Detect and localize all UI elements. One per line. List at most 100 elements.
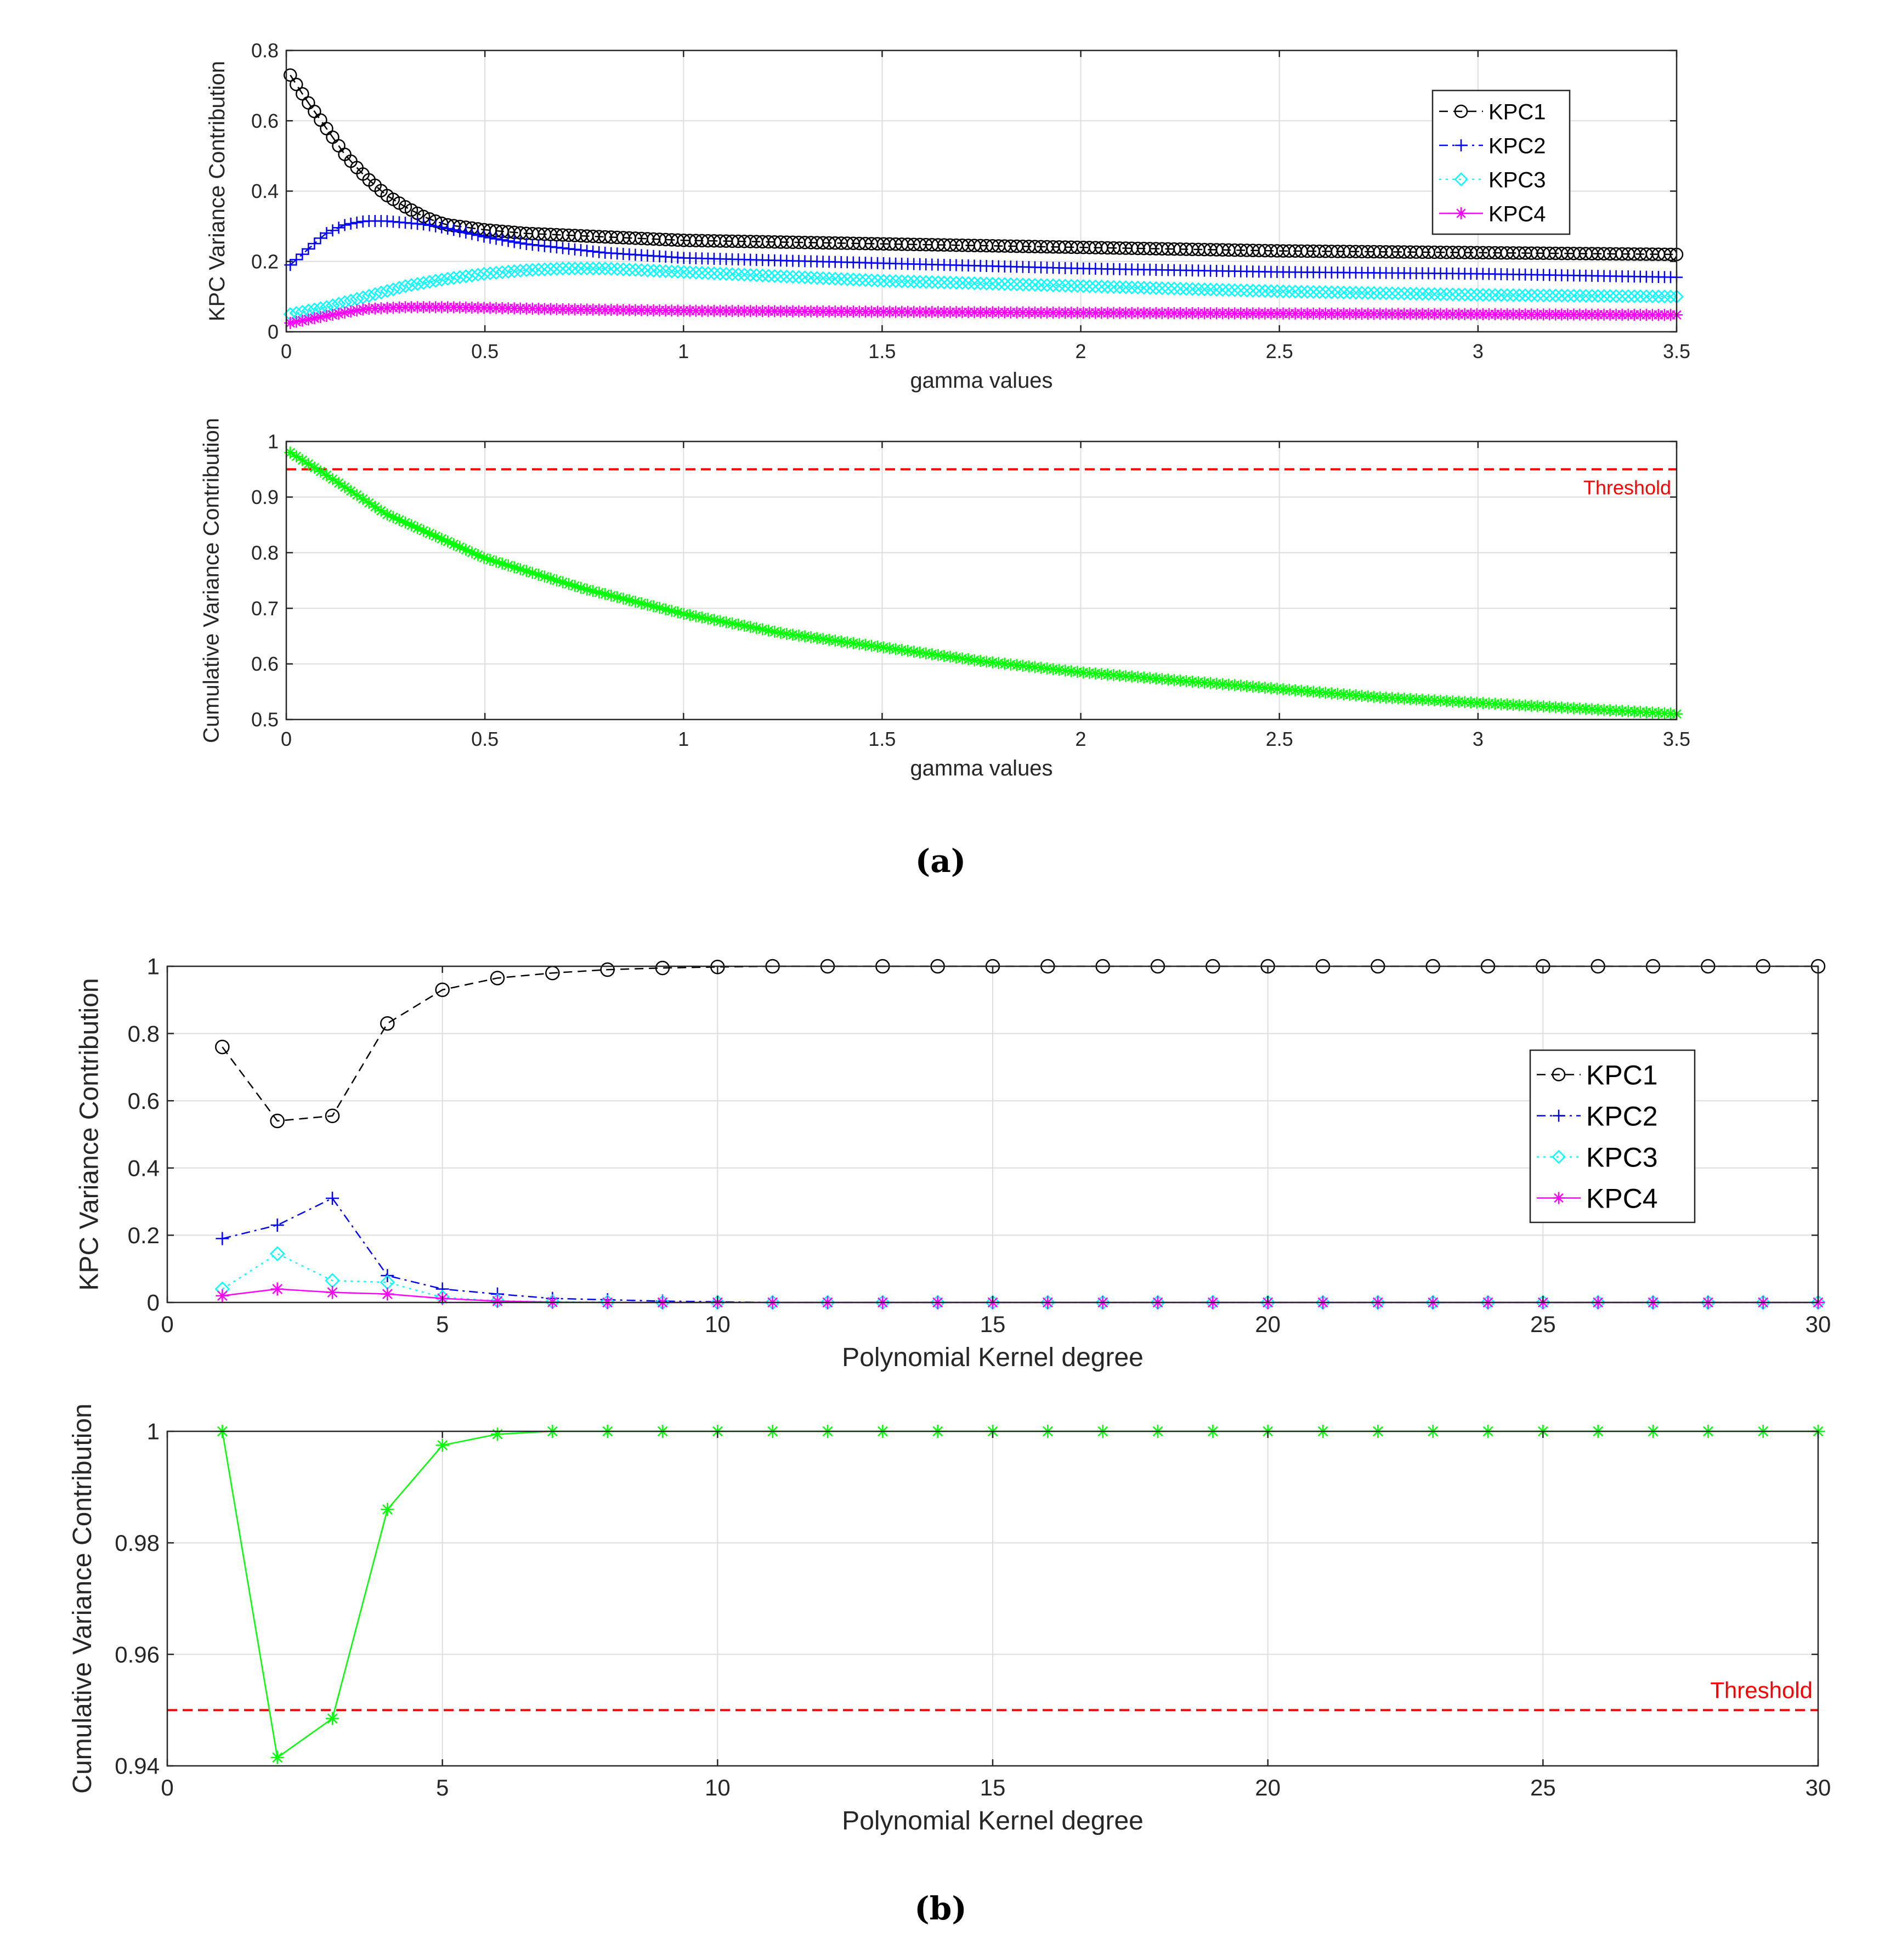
data-point <box>665 604 678 617</box>
x-tick-label: 0 <box>281 340 292 362</box>
data-point <box>870 273 885 288</box>
data-point <box>738 305 751 318</box>
data-point <box>495 265 510 280</box>
data-point <box>423 219 436 231</box>
data-point <box>1368 690 1380 703</box>
data-point <box>435 1438 449 1452</box>
data-point <box>1362 690 1374 703</box>
data-point <box>344 485 357 497</box>
data-point <box>587 303 599 316</box>
data-point <box>1343 308 1356 320</box>
data-point <box>508 236 520 248</box>
data-point <box>490 556 502 568</box>
data-point <box>448 224 460 236</box>
data-point <box>1572 288 1587 303</box>
series-kpc1 <box>283 68 1684 262</box>
data-point <box>532 569 545 581</box>
data-point <box>1628 308 1640 321</box>
data-point <box>708 304 720 317</box>
data-point <box>361 288 376 303</box>
data-point <box>1397 286 1412 301</box>
data-point <box>1398 693 1411 705</box>
data-point <box>435 533 448 545</box>
data-point <box>1325 307 1338 320</box>
data-point <box>1627 289 1642 303</box>
data-point <box>1380 308 1393 320</box>
y-tick-label: 0.6 <box>251 653 279 675</box>
data-point <box>1209 282 1224 297</box>
data-point <box>1451 287 1466 302</box>
data-point <box>1119 307 1132 319</box>
data-point <box>435 221 448 234</box>
data-point <box>853 305 865 318</box>
data-point <box>1094 279 1109 294</box>
axes-frame <box>285 440 1678 721</box>
data-point <box>671 606 684 619</box>
data-point <box>1507 308 1519 321</box>
data-point <box>738 620 751 632</box>
data-point <box>1156 307 1168 319</box>
data-point <box>670 264 685 279</box>
data-point <box>937 275 952 290</box>
data-point <box>442 301 454 314</box>
data-point <box>1071 666 1084 678</box>
data-point <box>1410 693 1423 706</box>
y-axis-label: KPC Variance Contribution <box>205 61 229 321</box>
data-point <box>1561 308 1574 321</box>
data-point <box>1004 277 1018 292</box>
data-point <box>1271 682 1283 695</box>
data-point <box>1095 667 1108 680</box>
data-point <box>779 269 794 284</box>
data-point <box>1591 288 1605 303</box>
data-point <box>1180 675 1192 687</box>
data-point <box>1337 308 1350 320</box>
data-point <box>538 570 551 583</box>
data-point <box>483 266 497 281</box>
data-point <box>1537 700 1550 713</box>
data-point <box>1186 675 1198 688</box>
data-point <box>423 301 436 314</box>
data-point <box>1223 678 1235 691</box>
data-point <box>496 234 508 246</box>
data-point <box>1658 707 1671 720</box>
data-point <box>270 1113 285 1129</box>
x-tick-label: 0 <box>281 728 292 750</box>
y-tick-label: 0.4 <box>251 180 279 202</box>
data-point <box>938 306 950 319</box>
x-tick-label: 5 <box>436 1775 449 1800</box>
data-point <box>647 600 660 613</box>
data-point <box>1325 285 1339 299</box>
data-point <box>1022 277 1036 292</box>
data-point <box>513 263 528 278</box>
data-point <box>465 268 479 283</box>
data-point <box>1277 307 1289 320</box>
data-point <box>393 301 405 314</box>
data-point <box>780 627 793 640</box>
data-point <box>1010 659 1023 671</box>
data-point <box>1156 673 1168 686</box>
data-point <box>1162 307 1174 319</box>
data-point <box>949 275 964 290</box>
data-point <box>1567 702 1580 715</box>
data-point <box>1513 699 1526 711</box>
data-point <box>1476 287 1490 302</box>
legend-label: KPC1 <box>1488 100 1546 124</box>
data-point <box>932 305 944 318</box>
data-point <box>1185 282 1199 296</box>
data-point <box>799 305 811 318</box>
data-point <box>774 305 787 318</box>
legend-label: KPC1 <box>1586 1060 1658 1091</box>
y-tick-label: 0.2 <box>251 250 279 273</box>
data-point <box>1047 307 1060 319</box>
data-point <box>695 265 709 280</box>
data-point <box>1106 280 1121 294</box>
data-point <box>865 639 878 652</box>
data-point <box>1374 691 1386 704</box>
data-point <box>822 271 836 286</box>
data-point <box>580 261 594 276</box>
data-point <box>1580 703 1592 715</box>
data-point <box>823 633 835 646</box>
data-point <box>1349 308 1362 320</box>
data-point <box>1530 288 1544 303</box>
